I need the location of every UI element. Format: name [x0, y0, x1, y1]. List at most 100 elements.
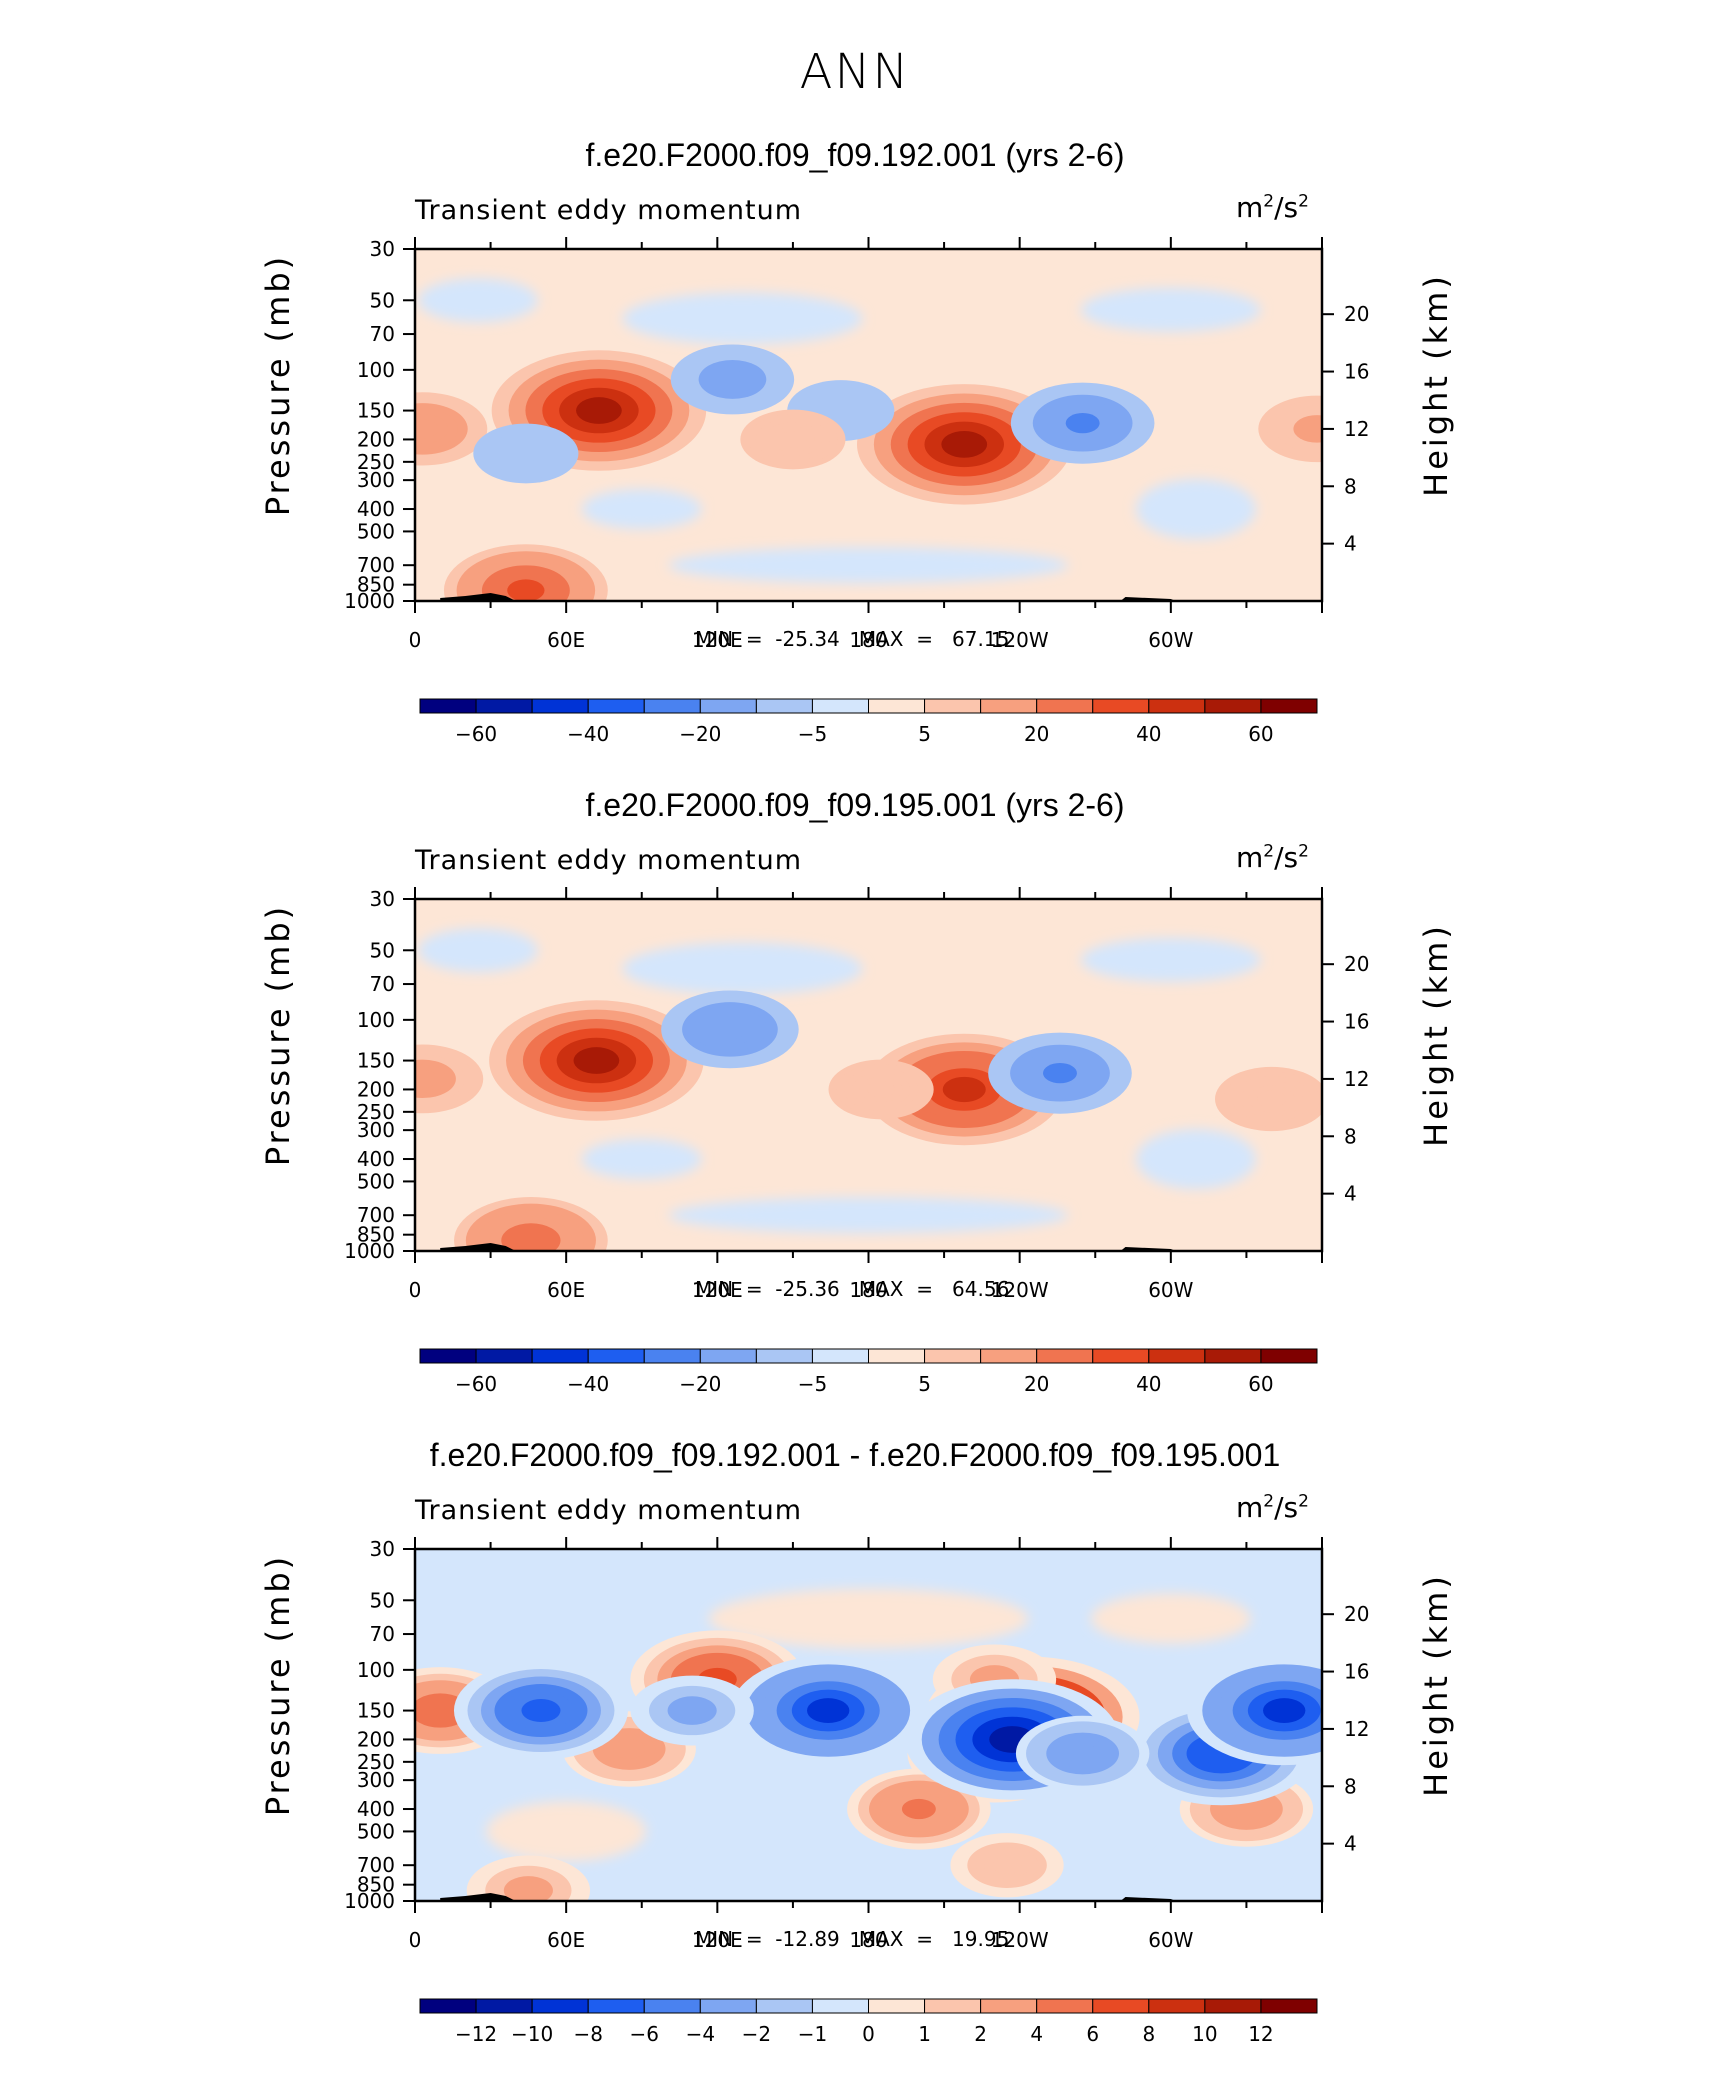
x-tick-label: 0 [409, 628, 422, 652]
colorbar-swatch [643, 698, 701, 714]
colorbar-swatch [924, 698, 982, 714]
y-tick-label: 400 [357, 1147, 395, 1171]
colorbar-swatch [1260, 1998, 1318, 2014]
colorbar-swatch [587, 1998, 645, 2014]
y-tick-label: 150 [357, 1049, 395, 1073]
colorbar-label: 20 [1024, 722, 1049, 746]
field-patch [622, 942, 863, 995]
positive-anomaly-10 [1258, 395, 1322, 463]
min-max-readout: MIN = -25.36 MAX = 64.56 [695, 1277, 1010, 1301]
y-tick-label: 200 [357, 1727, 395, 1751]
y-tick-label: 400 [357, 497, 395, 521]
colorbar-swatch [1036, 698, 1094, 714]
x-tick-label: 60E [547, 1278, 585, 1302]
colorbar-swatch [643, 1348, 701, 1364]
positive-anomaly-1 [489, 1000, 704, 1121]
colorbar-label: 20 [1024, 1372, 1049, 1396]
colorbar-swatch [1148, 1348, 1206, 1364]
y-tick-label: 300 [357, 468, 395, 492]
colorbar-label: 4 [1030, 2022, 1043, 2046]
height-tick-label: 16 [1344, 1660, 1369, 1684]
panel-title: f.e20.F2000.f09_f09.192.001 - f.e20.F200… [429, 1437, 1281, 1473]
field-patch [692, 1840, 893, 1891]
negative-anomaly-16 [630, 1675, 754, 1746]
colorbar-label: 0 [862, 2022, 875, 2046]
colorbar-swatch [475, 1998, 533, 2014]
field-patch [1136, 1129, 1257, 1190]
x-tick-label: 0 [409, 1928, 422, 1952]
colorbar-swatch [643, 1998, 701, 2014]
colorbar-swatch [1204, 698, 1262, 714]
field-patch [581, 489, 702, 530]
units-label: m2/s2 [1236, 191, 1309, 224]
y-tick-label: 70 [370, 972, 395, 996]
colorbar-swatch [1204, 1348, 1262, 1364]
colorbar-label: −20 [679, 722, 721, 746]
y-tick-label: 850 [357, 1223, 395, 1247]
height-tick-label: 12 [1344, 1717, 1369, 1741]
colorbar-swatch [1260, 1348, 1318, 1364]
y-tick-label: 50 [370, 938, 395, 962]
height-tick-label: 8 [1344, 474, 1357, 498]
positive-anomaly-4 [443, 544, 608, 601]
x-tick-label: 120W [991, 1928, 1049, 1952]
height-tick-label: 4 [1344, 1832, 1357, 1856]
units-label: m2/s2 [1236, 841, 1309, 874]
colorbar-swatch [1148, 1998, 1206, 2014]
field-contours [415, 278, 1322, 601]
colorbar-label: −5 [798, 1372, 827, 1396]
colorbar-label: 12 [1248, 2022, 1273, 2046]
colorbar-label: 5 [918, 722, 931, 746]
colorbar-swatch [1092, 1348, 1150, 1364]
colorbar-swatch [699, 1348, 757, 1364]
y-tick-label: 150 [357, 1699, 395, 1723]
positive-anomaly-7 [1215, 1066, 1322, 1132]
colorbar-label: −40 [567, 1372, 609, 1396]
colorbar-swatch [419, 1998, 477, 2014]
colorbar-swatch [1260, 698, 1318, 714]
y-tick-label: 250 [357, 1750, 395, 1774]
y-tick-label: 150 [357, 399, 395, 423]
colorbar-swatch [868, 1998, 926, 2014]
field-patch [1161, 1845, 1282, 1886]
colorbar-swatch [811, 1348, 869, 1364]
x-tick-label: 60W [1148, 628, 1193, 652]
height-tick-label: 20 [1344, 1602, 1369, 1626]
colorbar-swatch [980, 1348, 1038, 1364]
negative-anomaly-5 [661, 990, 799, 1069]
x-tick-label: 180 [849, 628, 887, 652]
y-tick-label: 500 [357, 519, 395, 543]
x-tick-label: 120E [692, 1928, 743, 1952]
colorbar-swatch [811, 1998, 869, 2014]
colorbar-swatch [1148, 698, 1206, 714]
colorbar-label: −8 [573, 2022, 602, 2046]
colorbar-label: −5 [798, 722, 827, 746]
colorbar-label: 60 [1248, 722, 1273, 746]
negative-anomaly-6 [1010, 382, 1155, 464]
colorbar-swatch [755, 1998, 813, 2014]
positive-anomaly-3 [415, 1044, 484, 1114]
y-tick-label: 70 [370, 322, 395, 346]
colorbar-label: −60 [455, 722, 497, 746]
panel-title: f.e20.F2000.f09_f09.195.001 (yrs 2-6) [585, 787, 1125, 823]
positive-anomaly-2 [865, 1033, 1064, 1146]
y-tick-label: 700 [357, 1203, 395, 1227]
x-tick-label: 60W [1148, 1278, 1193, 1302]
x-tick-label: 120E [692, 1278, 743, 1302]
colorbar-label: −10 [511, 2022, 553, 2046]
negative-anomaly-13 [453, 1661, 628, 1760]
colorbar-swatch [755, 1348, 813, 1364]
colorbar-label: −40 [567, 722, 609, 746]
y-tick-label: 100 [357, 1658, 395, 1682]
y-tick-label: 30 [370, 887, 395, 911]
colorbar-swatch [419, 1348, 477, 1364]
colorbar-swatch [699, 1998, 757, 2014]
height-tick-label: 16 [1344, 360, 1369, 384]
x-tick-label: 0 [409, 1278, 422, 1302]
y-tick-label: 850 [357, 1873, 395, 1897]
colorbar-label: −2 [742, 2022, 771, 2046]
height-tick-label: 12 [1344, 417, 1369, 441]
chart-panel-3: f.e20.F2000.f09_f09.192.001 - f.e20.F200… [0, 1437, 1710, 2087]
min-max-readout: MIN = -12.89 MAX = 19.95 [695, 1927, 1010, 1951]
